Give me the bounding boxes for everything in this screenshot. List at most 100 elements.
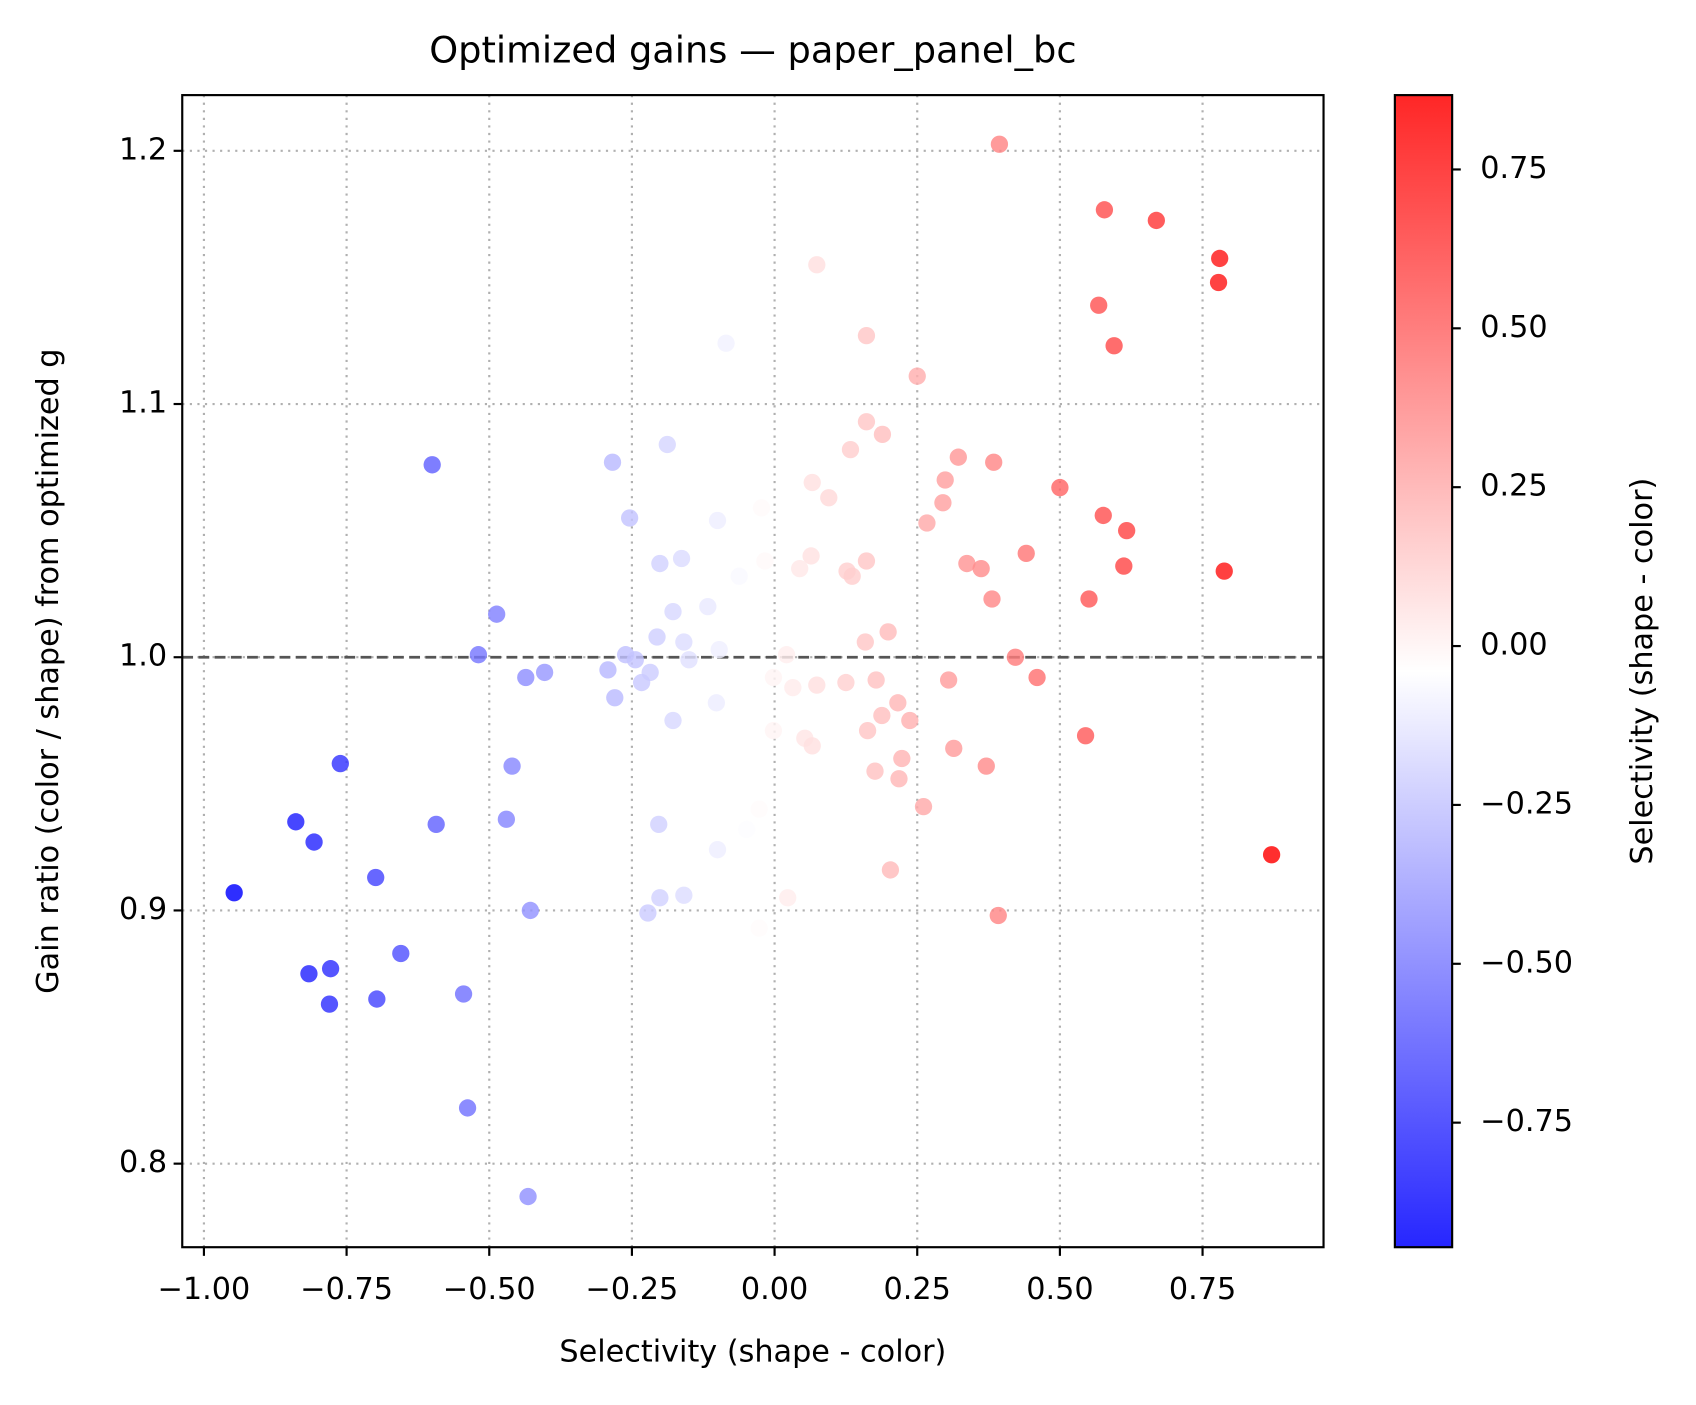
point: [983, 590, 1001, 608]
point: [977, 757, 995, 775]
point: [321, 960, 340, 978]
point: [517, 668, 535, 687]
x-tick-label: 0.25: [884, 1272, 951, 1307]
point: [717, 334, 735, 352]
y-tick-label: 1.1: [119, 386, 167, 421]
point: [972, 559, 990, 578]
point: [1017, 544, 1035, 563]
plot-frame: [181, 94, 1325, 1249]
point: [658, 435, 676, 454]
point: [626, 651, 644, 669]
point: [764, 668, 783, 687]
y-tick-label: 0.9: [119, 892, 167, 927]
y-axis-label: Gain ratio (color / shape) from optimize…: [31, 349, 66, 994]
point: [858, 722, 877, 740]
point: [802, 547, 820, 565]
point: [958, 554, 976, 573]
point: [1147, 211, 1165, 230]
point: [603, 453, 622, 471]
colorbar-tick-label: 0.00: [1480, 628, 1547, 663]
point: [651, 889, 669, 907]
point: [427, 815, 445, 833]
point: [1209, 273, 1228, 292]
point: [672, 549, 691, 568]
point: [1105, 337, 1123, 355]
point: [1090, 296, 1108, 314]
point: [730, 567, 748, 585]
colorbar-label: Selectivity (shape - color): [1625, 478, 1660, 865]
point: [392, 944, 410, 963]
point: [639, 904, 657, 922]
colorbar-tick-label: 0.25: [1480, 469, 1547, 504]
point: [949, 448, 967, 466]
chart-title: Optimized gains — paper_panel_bc: [429, 28, 1076, 71]
point: [664, 711, 682, 730]
point: [300, 965, 318, 983]
point: [710, 640, 728, 659]
point: [651, 554, 669, 573]
point: [889, 694, 907, 712]
x-tick-label: 0.50: [1026, 1272, 1093, 1307]
point: [808, 256, 826, 274]
point: [650, 815, 668, 833]
point: [488, 605, 506, 623]
point: [939, 671, 958, 689]
x-tick-label: −1.00: [158, 1272, 251, 1307]
point: [756, 552, 774, 570]
point: [843, 567, 861, 585]
point: [454, 985, 473, 1003]
point: [777, 646, 796, 664]
y-tick-label: 0.8: [119, 1145, 167, 1180]
point: [808, 676, 826, 694]
point: [469, 646, 488, 664]
point: [1028, 668, 1046, 687]
colorbar-tick-label: −0.50: [1480, 945, 1573, 980]
point: [708, 511, 727, 530]
point: [890, 770, 908, 788]
point: [458, 1099, 477, 1117]
point: [675, 633, 693, 651]
colorbar-tick-label: 0.50: [1480, 310, 1547, 345]
point: [893, 749, 911, 768]
point: [990, 135, 1009, 153]
y-tick-label: 1.0: [119, 639, 167, 674]
point: [1215, 562, 1233, 580]
point: [707, 694, 726, 712]
point: [620, 509, 639, 527]
point: [305, 833, 323, 851]
point: [675, 886, 693, 904]
point: [856, 633, 874, 651]
point: [857, 327, 876, 345]
point: [752, 499, 771, 517]
point: [225, 884, 243, 902]
point: [320, 995, 339, 1013]
point: [945, 739, 963, 758]
point: [803, 737, 821, 755]
point: [368, 990, 386, 1008]
colorbar-tick-label: −0.25: [1480, 786, 1573, 821]
point: [901, 711, 919, 730]
colorbar: [1393, 94, 1454, 1249]
point: [503, 757, 521, 775]
point: [606, 689, 624, 707]
point: [1080, 590, 1098, 608]
point: [535, 663, 554, 682]
point: [873, 706, 891, 725]
point: [331, 754, 349, 773]
point: [1094, 506, 1112, 525]
point: [737, 820, 756, 839]
x-tick-label: −0.50: [443, 1272, 536, 1307]
point: [648, 628, 666, 646]
point: [914, 797, 933, 816]
point: [632, 673, 651, 692]
point: [857, 413, 876, 431]
point: [664, 603, 682, 621]
point: [599, 661, 617, 679]
point: [866, 762, 884, 780]
point: [708, 841, 727, 859]
point: [881, 861, 900, 879]
point: [837, 673, 855, 692]
point: [1076, 727, 1095, 745]
